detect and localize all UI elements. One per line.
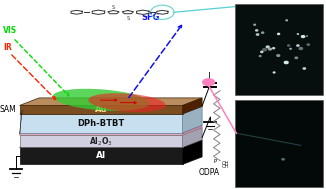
Polygon shape (20, 133, 183, 135)
Circle shape (278, 33, 280, 35)
Circle shape (203, 79, 215, 86)
Text: S: S (112, 5, 115, 10)
Polygon shape (122, 11, 133, 14)
Text: DPh-BTBT: DPh-BTBT (78, 119, 125, 128)
Polygon shape (183, 106, 202, 133)
Text: Al: Al (96, 151, 106, 160)
Circle shape (259, 56, 261, 57)
Circle shape (303, 68, 305, 69)
Circle shape (277, 55, 280, 56)
Polygon shape (20, 128, 202, 135)
Circle shape (262, 32, 264, 33)
Polygon shape (71, 10, 82, 14)
Text: IR: IR (3, 43, 12, 52)
Text: Al$_2$O$_3$: Al$_2$O$_3$ (89, 135, 113, 148)
Text: OH: OH (222, 164, 229, 169)
Circle shape (256, 30, 258, 31)
Circle shape (273, 72, 275, 73)
Text: $\mathsf{P}$: $\mathsf{P}$ (213, 157, 218, 166)
Text: ODPA: ODPA (198, 168, 219, 177)
Circle shape (268, 48, 272, 50)
Circle shape (302, 36, 305, 37)
Polygon shape (183, 140, 202, 164)
Polygon shape (20, 106, 202, 114)
Text: Au: Au (95, 105, 107, 114)
Polygon shape (20, 140, 202, 147)
Polygon shape (137, 10, 149, 14)
Text: VIS: VIS (3, 26, 17, 35)
Circle shape (295, 57, 298, 59)
Circle shape (290, 48, 291, 49)
Circle shape (273, 48, 274, 49)
Circle shape (261, 51, 263, 53)
Polygon shape (183, 128, 202, 147)
Polygon shape (20, 98, 202, 105)
Circle shape (254, 24, 256, 25)
Text: OH: OH (222, 161, 229, 166)
Polygon shape (183, 98, 202, 114)
Polygon shape (235, 4, 323, 94)
Circle shape (286, 20, 288, 21)
Polygon shape (20, 114, 183, 133)
Circle shape (284, 61, 288, 64)
Circle shape (263, 49, 266, 51)
Polygon shape (20, 135, 183, 147)
Polygon shape (92, 10, 105, 14)
Text: SAM: SAM (0, 105, 17, 114)
Ellipse shape (52, 89, 150, 111)
Ellipse shape (88, 93, 166, 112)
Polygon shape (20, 125, 202, 133)
Polygon shape (157, 10, 168, 14)
Circle shape (297, 45, 299, 46)
Text: SFG: SFG (142, 13, 160, 22)
Text: S: S (126, 16, 129, 21)
Circle shape (257, 34, 259, 35)
Polygon shape (20, 147, 183, 164)
Polygon shape (235, 100, 323, 187)
Circle shape (266, 46, 269, 48)
Polygon shape (20, 105, 183, 114)
Circle shape (307, 44, 309, 45)
Circle shape (282, 159, 284, 160)
Circle shape (299, 47, 303, 50)
Polygon shape (183, 125, 202, 135)
Circle shape (288, 45, 289, 46)
Polygon shape (108, 11, 119, 14)
